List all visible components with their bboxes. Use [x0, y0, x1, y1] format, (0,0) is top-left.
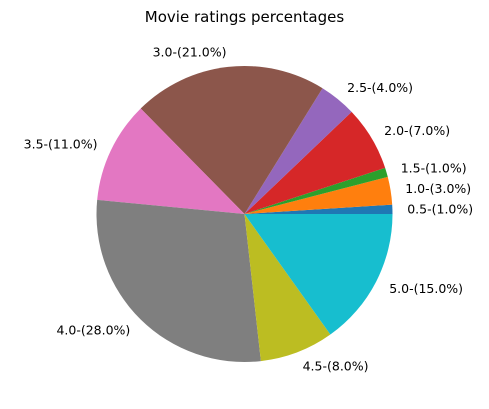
chart-title: Movie ratings percentages — [145, 8, 345, 26]
pie-slice — [96, 199, 261, 363]
pie-slice-label: 3.5-(11.0%) — [24, 137, 98, 152]
pie-slice — [244, 176, 393, 214]
pie-slice — [244, 111, 386, 214]
pie-slice — [97, 108, 245, 214]
pie-slice-label: 2.5-(4.0%) — [347, 80, 413, 95]
pie-slice — [244, 88, 352, 214]
pie-slice-label: 3.0-(21.0%) — [153, 45, 227, 60]
pie-slice — [244, 214, 393, 335]
pie-slice-label: 1.0-(3.0%) — [405, 181, 471, 196]
pie-slice — [244, 204, 393, 214]
pie-slice — [140, 65, 323, 214]
pie-slice-label: 4.0-(28.0%) — [56, 323, 130, 338]
pie-labels: 0.5-(1.0%) 1.0-(3.0%) 1.5-(1.0%) 2.0-(7.0%)… — [24, 45, 473, 374]
pie-slice — [244, 167, 388, 214]
pie-slice-label: 1.5-(1.0%) — [401, 161, 467, 176]
pie-slice-label: 5.0-(15.0%) — [389, 281, 463, 296]
pie-slices — [96, 65, 393, 363]
pie-slice — [244, 214, 331, 362]
pie-slice-label: 4.5-(8.0%) — [303, 359, 369, 374]
pie-slice-label: 0.5-(1.0%) — [407, 201, 473, 216]
pie-slice-label: 2.0-(7.0%) — [384, 123, 450, 138]
